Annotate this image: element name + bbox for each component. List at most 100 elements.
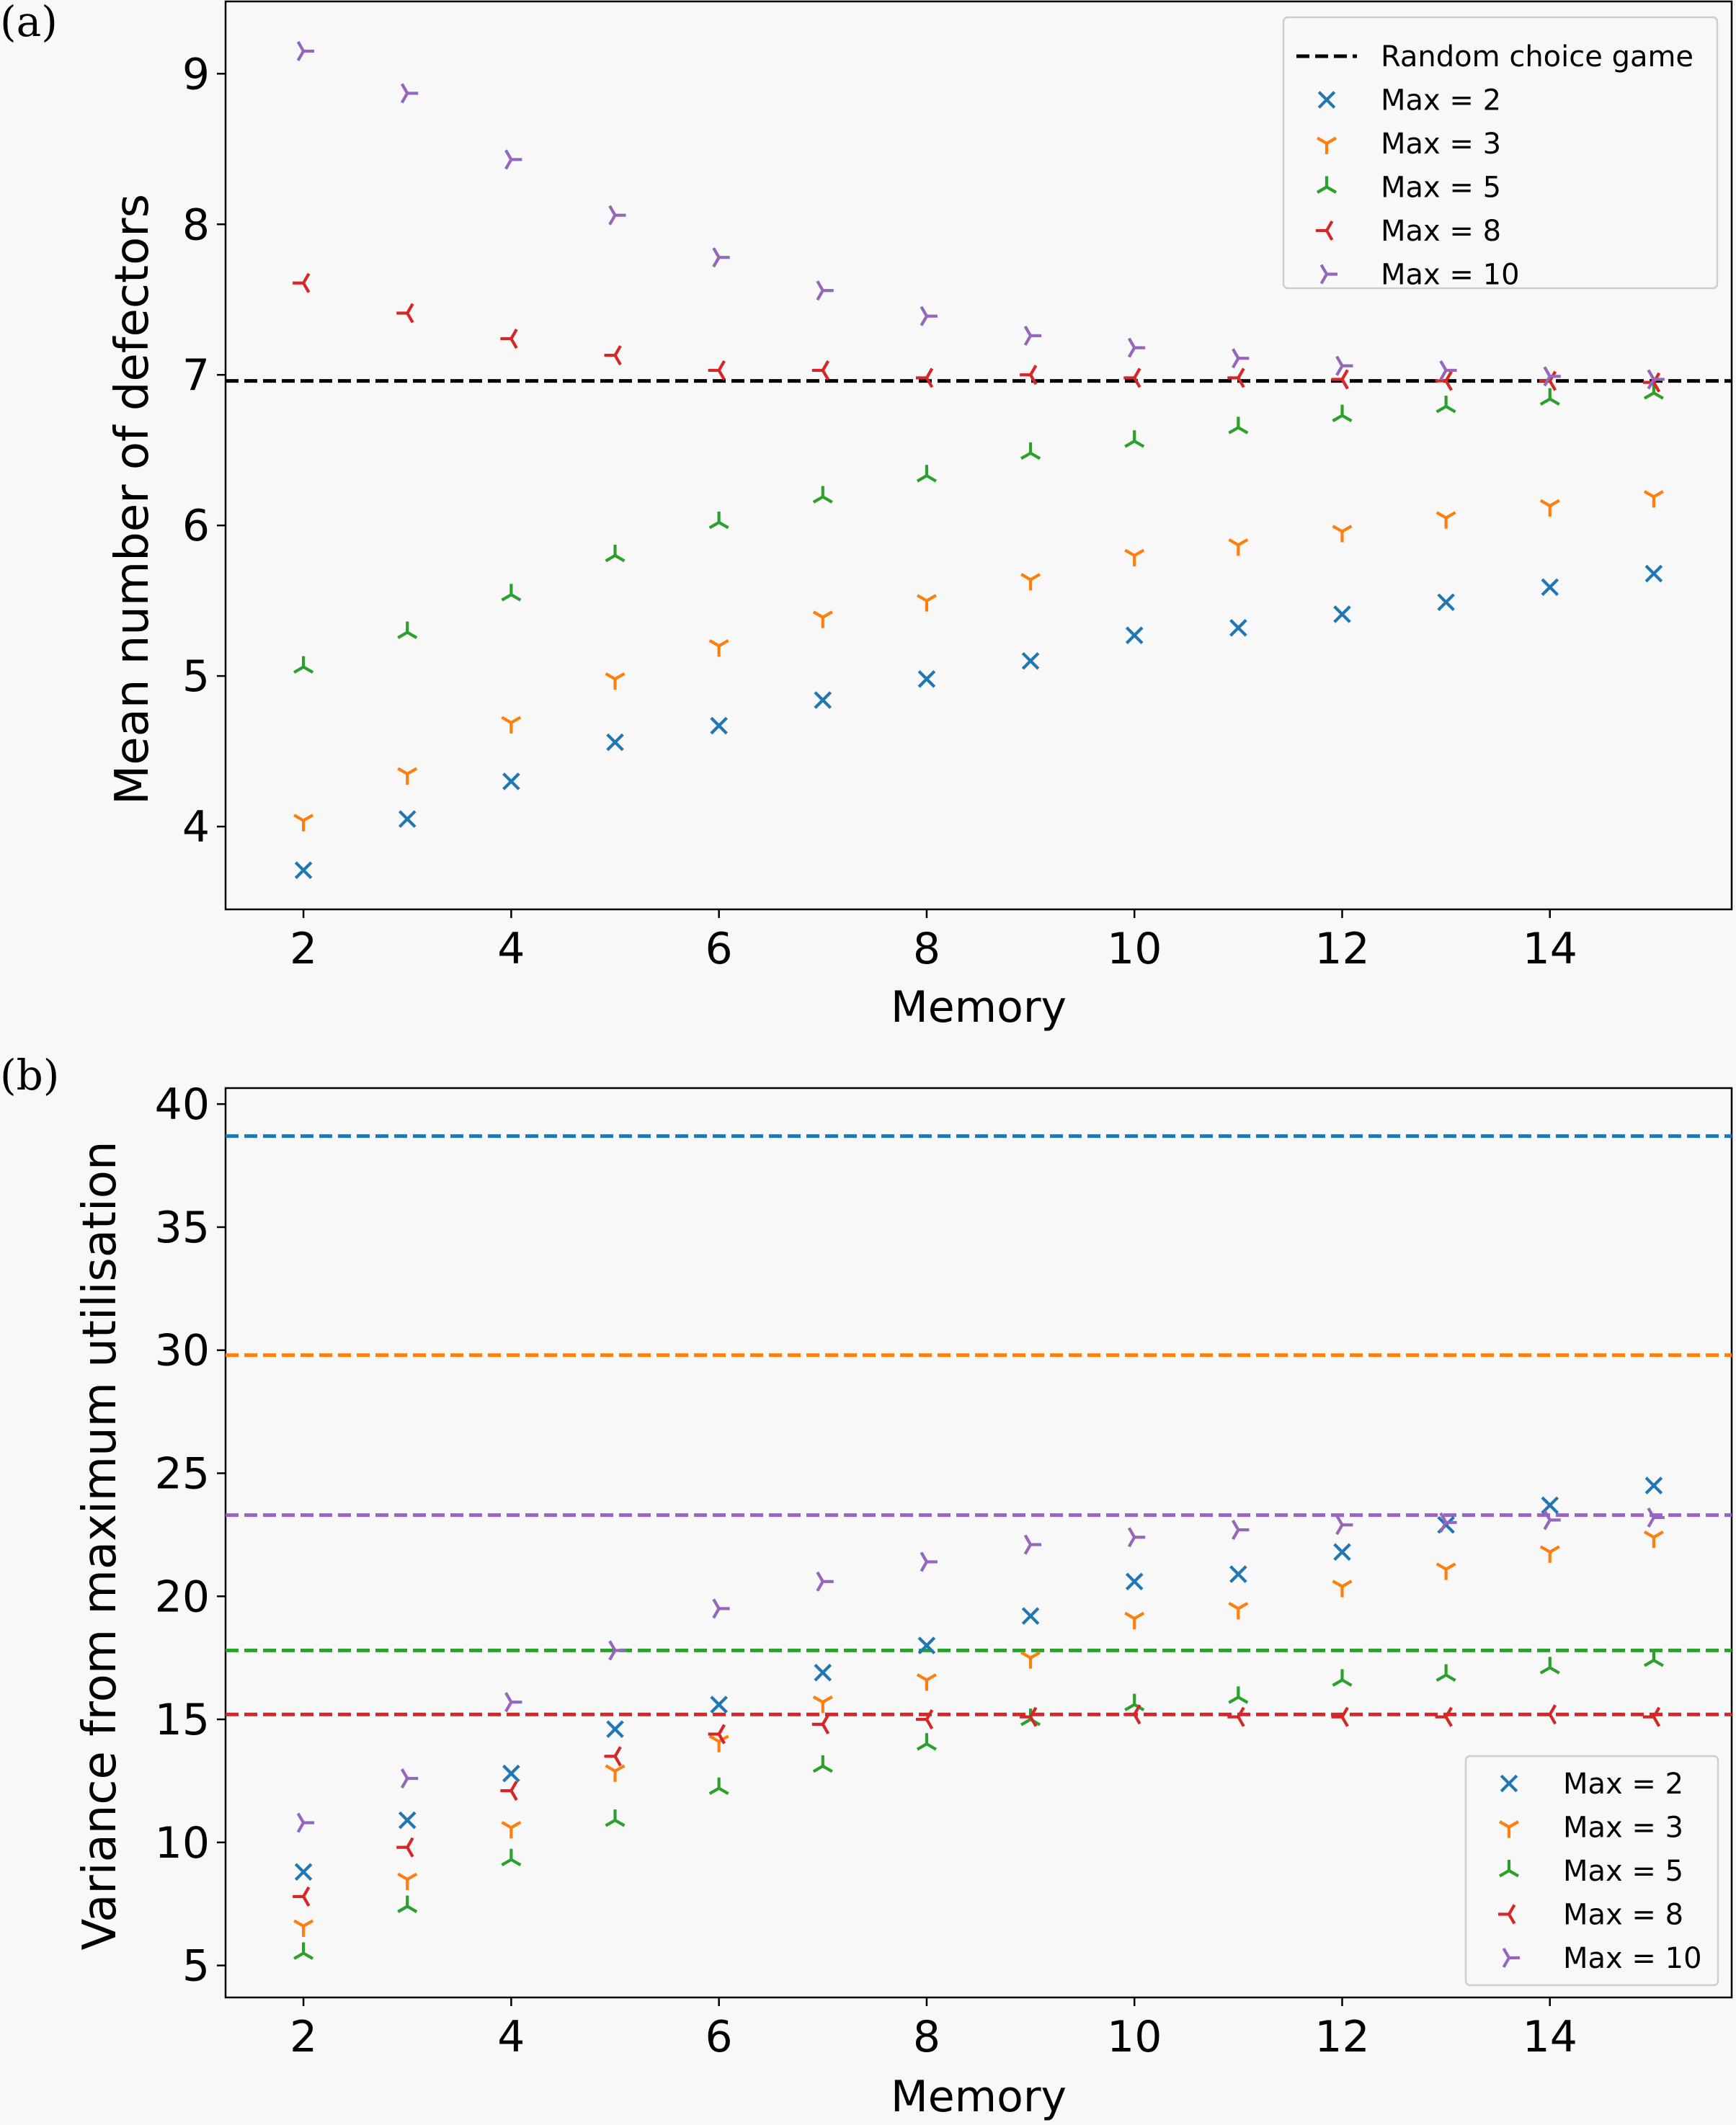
data-point [1228,538,1249,556]
data-point-stroke [1340,369,1349,380]
data-point-stroke [822,1765,833,1773]
data-point-stroke [1020,452,1032,460]
legend-marker-stroke [1502,1947,1510,1959]
data-point [816,280,834,301]
data-point [916,594,937,612]
data-point-stroke [605,1819,616,1827]
data-point-stroke [717,1733,726,1745]
data-point-stroke [1332,1678,1343,1687]
data-point-stroke [302,272,311,284]
data-point [605,672,626,690]
data-point [1228,416,1249,435]
legend: Random choice game Max = 2 Max = 3 Max = 5 M… [1282,16,1719,292]
data-point-stroke [406,1905,418,1913]
data-point-stroke [510,1858,522,1867]
data-point-stroke [1644,1476,1663,1494]
data-point [1125,1572,1144,1591]
data-point-stroke [510,593,522,602]
data-point-stroke [917,670,936,688]
data-point [1331,369,1349,390]
data-point [1023,325,1042,346]
data-point-stroke [1444,1716,1453,1727]
data-point-stroke [821,1723,830,1734]
legend-label: Max = 2 [1381,84,1501,117]
data-point-stroke [1340,378,1349,390]
data-point [296,40,315,61]
data-point-stroke [1548,1714,1557,1725]
data-point-stroke [1652,1716,1661,1727]
data-point-stroke [1439,1512,1448,1523]
data-point-stroke [302,1886,311,1898]
data-point-stroke [509,1781,518,1792]
data-point-stroke [920,315,928,326]
legend-marker [1500,1774,1518,1793]
series-max8 [293,272,1661,393]
data-point-stroke [822,1695,833,1703]
data-point-stroke [1643,1659,1655,1667]
data-point-stroke [1341,1678,1353,1687]
data-point-stroke [814,691,832,709]
data-point [1539,499,1560,517]
data-point [397,621,418,639]
y-tick-label: 15 [155,1695,210,1745]
data-point [920,306,938,326]
data-point-stroke [504,1701,513,1713]
legend-box [1464,1755,1719,1987]
data-point-stroke [1435,511,1447,520]
series-max3 [293,1530,1664,1937]
data-point-stroke [1652,1706,1661,1718]
data-point [398,1811,417,1830]
data-point-stroke [1020,1651,1032,1660]
data-point-stroke [613,1755,622,1767]
data-point-stroke [504,149,513,161]
data-point-stroke [1237,377,1245,388]
data-point-stroke [606,733,624,752]
data-point [1543,366,1561,387]
data-point-stroke [1332,414,1343,422]
data-point [1020,442,1041,460]
data-point [1123,1704,1141,1725]
data-point [604,345,622,366]
series-max10 [296,1507,1665,1833]
data-point [606,733,624,752]
legend-label: Max = 3 [1563,1812,1683,1845]
legend-label: Max = 8 [1563,1899,1683,1932]
data-point-stroke [1020,1718,1032,1727]
data-point [397,1895,418,1913]
data-point-stroke [1029,1716,1038,1727]
legend-marker-stroke [1319,273,1328,285]
x-tick-label: 4 [497,924,525,974]
data-point [1127,337,1146,358]
data-point-stroke [1647,1516,1655,1528]
data-point [294,861,313,879]
data-point-stroke [717,360,726,371]
data-point-stroke [925,1742,937,1751]
data-point-stroke [718,521,729,530]
data-point [502,1764,520,1783]
data-point-stroke [1228,426,1239,435]
legend-marker-stroke [1508,1820,1520,1829]
data-point-stroke [605,554,616,563]
series-max2 [294,564,1663,879]
data-point-stroke [1127,337,1136,349]
data-point [1539,1704,1557,1725]
data-point-stroke [406,1837,414,1848]
data-point-stroke [1029,374,1038,386]
legend-marker-stroke [1325,220,1334,232]
data-point-stroke [1133,1714,1141,1725]
data-point-stroke [917,1636,936,1654]
data-point-stroke [1439,1521,1448,1533]
data-point-stroke [400,92,409,104]
panel-a: (a) Mean number of defectors Memory 2 4 6 8… [0,0,1733,1033]
data-point-stroke [1548,380,1557,391]
data-point-stroke [1020,573,1032,582]
x-tick-label: 6 [705,924,733,974]
data-point-stroke [1543,366,1552,378]
data-point-stroke [1030,1651,1041,1660]
legend-marker-stroke [1508,1904,1516,1915]
data-point [1331,1706,1349,1727]
data-point [501,716,522,734]
data-point-stroke [509,338,518,349]
data-point-stroke [1125,626,1144,644]
data-point-stroke [718,1734,729,1743]
